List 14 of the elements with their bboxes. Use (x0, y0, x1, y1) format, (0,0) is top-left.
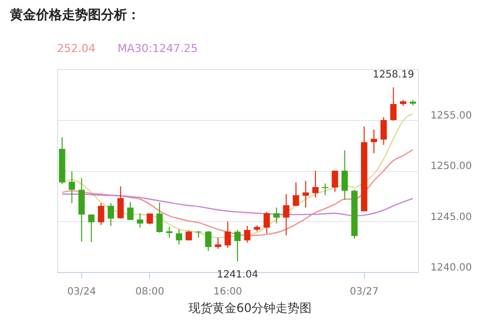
x-tick-label: 03/24 (67, 286, 96, 298)
y-tick-label: 1255.00 (430, 110, 472, 122)
x-tick-label: 08:00 (135, 286, 164, 298)
text: 252.04 (57, 42, 96, 55)
y-tick-label: 1250.00 (430, 161, 472, 172)
text: MA30:1247.25 (118, 42, 198, 55)
annotation: 1241.04 (216, 269, 258, 280)
x-tick-label: 03/27 (350, 286, 379, 298)
y-tick-label: 1245.00 (430, 212, 472, 223)
text: 现货黄金60分钟走势图 (187, 300, 313, 317)
x-tick-label: 16:00 (213, 286, 242, 298)
y-tick-label: 1240.00 (430, 262, 472, 274)
chart-title: 黄金价格走势图分析： (10, 7, 140, 24)
annotation: 1258.19 (372, 69, 414, 80)
